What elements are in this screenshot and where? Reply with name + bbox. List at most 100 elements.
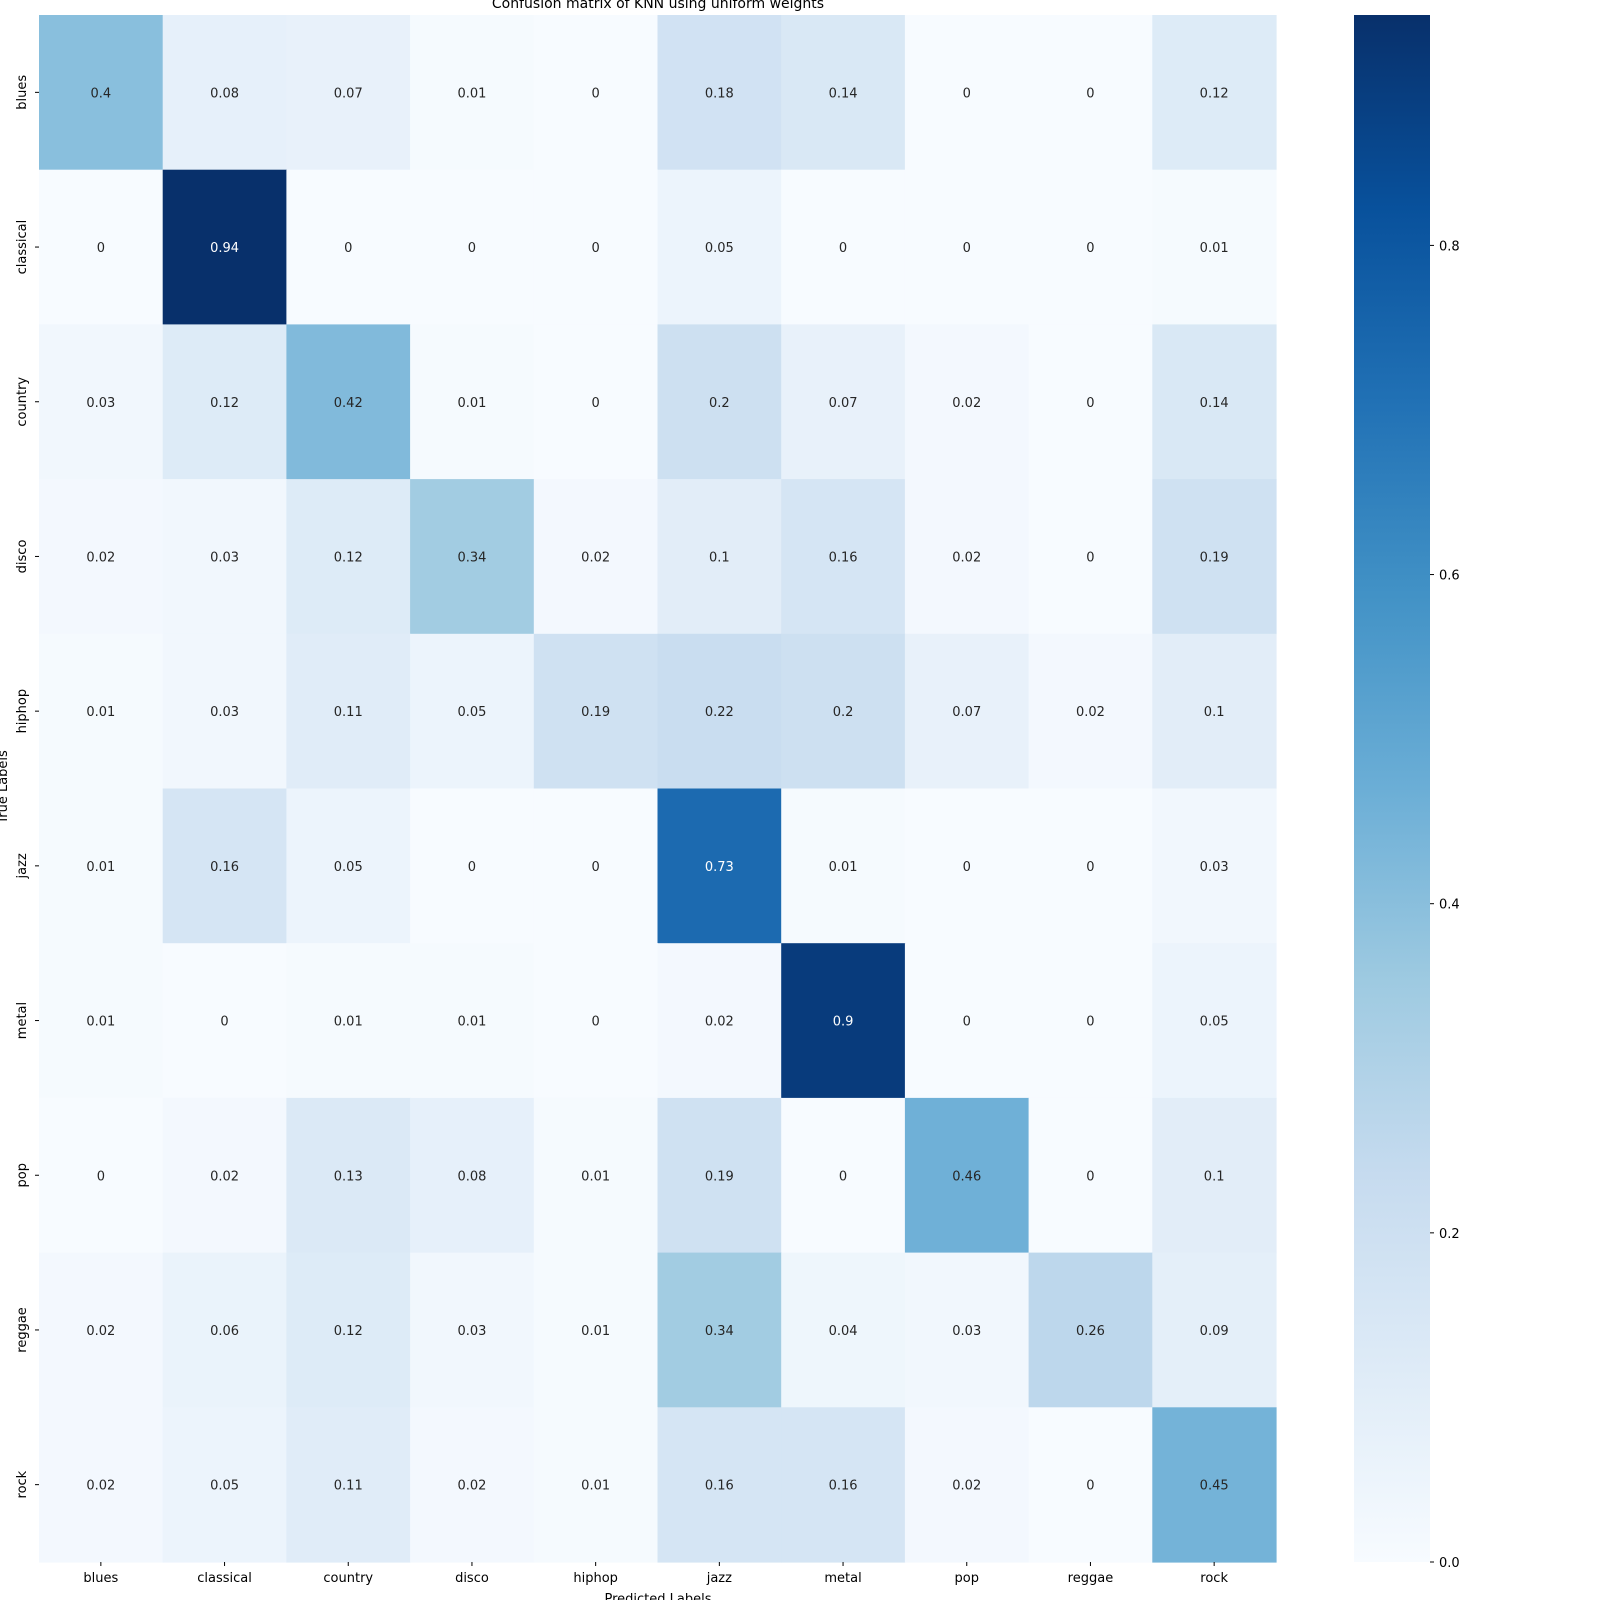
cell-value-label: 0.1 [1204,1169,1225,1184]
cell-value-label: 0.16 [705,1479,734,1494]
cell-value-label: 0 [963,1015,971,1030]
cell-value-label: 0.09 [1200,1324,1229,1339]
cell-value-label: 0.04 [829,1324,858,1339]
heatmap-cell [410,943,535,1099]
heatmap-cell [162,1097,287,1254]
heatmap-cell [286,324,411,480]
heatmap-cell [286,1407,411,1563]
cell-value-label: 0.34 [457,550,486,565]
heatmap-cell [904,633,1030,790]
cell-value-label: 0.12 [210,396,239,411]
heatmap-cell [1152,633,1277,790]
cell-value-label: 0.02 [86,550,115,565]
heatmap-cell [533,633,659,790]
heatmap-cell [1028,788,1153,944]
cell-value-label: 0.12 [334,550,363,565]
cell-value-label: 0.12 [334,1324,363,1339]
cell-value-label: 0.14 [1200,396,1229,411]
heatmap-cell [39,324,164,480]
heatmap-cell [39,788,164,944]
cell-value-label: 0.03 [1200,860,1229,875]
heatmap-cell [39,15,164,171]
cell-value-label: 0.05 [457,705,486,720]
heatmap-cell [781,479,906,635]
heatmap-cell [533,1252,659,1408]
heatmap-cell [1028,943,1153,1099]
x-tick-label: reggae [1068,1571,1114,1586]
heatmap-cell [1152,169,1277,325]
cell-value-label: 0.94 [210,241,239,256]
cell-value-label: 0.03 [86,396,115,411]
chart-title: Confusion matrix of KNN using uniform we… [492,0,824,12]
cell-value-label: 0 [592,241,600,256]
cell-value-label: 0 [963,241,971,256]
heatmap-cells: 0.4 0.08 0.07 0.01 0 0.18 0.14 0 0 0.12 0 0.94 0 0 0 0.… [39,15,1277,1563]
y-tick-label: pop [15,1163,30,1187]
cell-value-label: 0 [1086,550,1094,565]
cell-value-label: 0.01 [86,1015,115,1030]
heatmap-cell [39,1097,164,1254]
cell-value-label: 0.18 [705,86,734,101]
heatmap-cell [1152,1252,1277,1408]
cell-value-label: 0.03 [210,550,239,565]
heatmap-cell [410,1097,535,1254]
cell-value-label: 0.12 [1200,86,1229,101]
heatmap-cell [286,943,411,1099]
heatmap-cell [39,943,164,1099]
cell-value-label: 0.08 [210,86,239,101]
heatmap-cell [286,169,411,325]
y-tick-label: reggae [15,1307,30,1353]
heatmap-cell [904,1097,1030,1254]
heatmap-cell [162,1252,287,1408]
heatmap-cell [657,479,782,635]
cell-value-label: 0 [592,1015,600,1030]
heatmap-cell [162,788,287,944]
heatmap-cell [781,943,906,1099]
heatmap-cell [410,324,535,480]
cell-value-label: 0.01 [86,860,115,875]
heatmap-cell [410,479,535,635]
cell-value-label: 0.02 [457,1479,486,1494]
heatmap-cell [1152,788,1277,944]
cell-value-label: 0.02 [210,1169,239,1184]
heatmap-cell [657,15,782,171]
cell-value-label: 0.46 [952,1169,981,1184]
heatmap-cell [904,788,1030,944]
colorbar-ticks: 0.0 0.2 0.4 0.6 0.8 [1430,239,1460,1571]
heatmap-cell [781,15,906,171]
heatmap-cell [781,1097,906,1254]
cell-value-label: 0.07 [334,86,363,101]
cell-value-label: 0.11 [334,705,363,720]
cell-value-label: 0.73 [705,860,734,875]
cell-value-label: 0.02 [86,1479,115,1494]
cell-value-label: 0.2 [833,705,854,720]
heatmap-cell [781,169,906,325]
heatmap-cell [533,324,659,480]
cell-value-label: 0 [963,86,971,101]
heatmap-cell [39,479,164,635]
heatmap-cell [1152,1097,1277,1254]
heatmap-cell [533,15,659,171]
x-tick-label: classical [197,1571,252,1586]
heatmap-cell [657,788,782,944]
heatmap-cell [39,169,164,325]
heatmap-cell [657,1097,782,1254]
heatmap-cell [162,943,287,1099]
heatmap-cell [533,479,659,635]
cell-value-label: 0 [97,241,105,256]
cell-value-label: 0.2 [709,396,730,411]
colorbar-tick-label: 0.8 [1439,239,1460,254]
heatmap-cell [162,169,287,325]
heatmap-cell [1028,1252,1153,1408]
cell-value-label: 0.02 [952,1479,981,1494]
heatmap-cell [1028,1097,1153,1254]
heatmap-cell [286,633,411,790]
heatmap-cell [904,1252,1030,1408]
heatmap-cell [904,15,1030,171]
cell-value-label: 0 [1086,396,1094,411]
heatmap-cell [410,633,535,790]
cell-value-label: 0.1 [1204,705,1225,720]
heatmap-cell [286,479,411,635]
cell-value-label: 0 [1086,241,1094,256]
